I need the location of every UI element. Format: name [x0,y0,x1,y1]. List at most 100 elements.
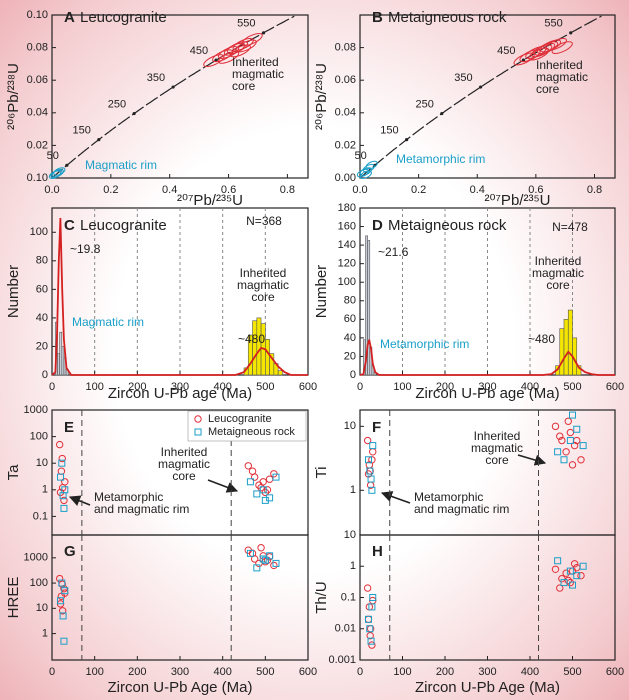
y-tick-label: 80 [36,255,48,267]
x-tick-label: 100 [85,666,103,678]
y-tick-label: 0.08 [27,42,48,54]
age-label: 250 [415,98,433,110]
histogram-bar [563,319,569,376]
legend-label: Leucogranite [208,413,272,425]
y-tick-label: 10 [36,602,48,614]
plot-frame [51,14,309,179]
point [570,560,579,568]
error-ellipse [359,167,372,176]
point [367,475,375,483]
x-tick-label: 0 [49,666,55,678]
histogram-bar [57,353,60,376]
annotation: Inherited [536,58,583,72]
annotation: magmatic [532,266,584,280]
point [368,486,376,494]
error-ellipse [217,50,240,64]
y-tick-label: 0.10 [27,172,48,184]
x-tick-label: 600 [299,381,317,393]
x-tick-label: 100 [393,381,411,393]
point [566,437,574,445]
y-tick-label: 0.001 [328,654,356,666]
age-marker [569,31,573,35]
y-axis-label: HREE [5,577,22,619]
y-tick-label: 0 [350,369,356,381]
age-label: 150 [72,125,90,137]
histogram-bar [61,346,65,376]
annotation: Inherited [535,254,582,268]
legend-label: Metaigneous rock [208,426,295,438]
annotation: Inherited [161,445,208,459]
point [253,490,261,498]
y-axis-label: Number [5,265,22,318]
y-tick-label: 0.10 [27,9,48,21]
y-axis-label: Number [313,265,330,318]
x-tick-label: 500 [256,666,274,678]
point [566,428,575,437]
y-tick-label: 20 [344,350,356,362]
annotation: core [546,278,570,292]
age-marker [214,58,218,62]
point [562,569,570,577]
error-ellipse [365,160,378,170]
histogram-bar [576,365,582,376]
age-marker [97,138,101,142]
histogram-bar [559,328,565,376]
point [558,436,566,445]
y-tick-label: 100 [30,226,48,238]
x-axis-label: Zircon U-Pb Age (Ma) [415,679,560,696]
x-tick-label: 200 [128,381,146,393]
panel-title: Metaigneous rock [388,217,507,234]
x-tick-label: 100 [85,381,103,393]
x-tick-label: 300 [171,381,189,393]
point [58,607,67,615]
x-tick-label: 300 [478,666,496,678]
annotation: core [232,79,256,93]
annotation: ~21.6 [378,245,409,259]
annotation: Inherited [240,266,287,280]
point [363,584,372,592]
x-tick-label: 400 [521,666,539,678]
point [554,557,562,565]
density-curve [51,217,308,376]
point [366,467,374,475]
age-marker [479,85,483,89]
point [61,486,69,494]
y-tick-label: 100 [30,431,48,443]
y-tick-label: 0.01 [335,623,356,635]
point [272,559,280,567]
point [60,637,68,645]
point [244,462,252,470]
arrow [207,479,239,493]
x-tick-label: 0.6 [528,184,543,196]
point [261,496,269,504]
annotation: magmatic [471,441,523,455]
point [253,564,261,572]
age-marker [132,111,136,116]
annotation: magmatic [232,67,284,81]
y-tick-label: 0.00 [335,172,356,184]
y-tick-label: 0 [42,369,48,381]
point [270,561,278,570]
x-tick-label: 400 [521,381,539,393]
annotation: core [251,290,275,304]
x-tick-label: 400 [213,666,231,678]
legend-marker [194,428,202,436]
point [60,584,68,593]
age-marker [440,111,444,116]
x-tick-label: 600 [606,666,624,678]
y-axis-label: ²⁰⁶Pb/²³⁸U [313,63,330,130]
point [365,456,372,464]
error-ellipse [528,47,550,61]
annotation: Inherited [474,429,521,443]
point [61,478,69,486]
age-label: 50 [47,150,59,162]
panel-title: Leucogranite [80,9,167,26]
point [55,440,64,449]
y-tick-label: 0.06 [335,74,356,86]
point [368,603,376,611]
age-marker [521,58,526,62]
annotation: ~19.8 [70,242,101,256]
y-tick-label: 120 [338,258,356,270]
x-tick-label: 200 [436,381,454,393]
point [57,467,66,475]
